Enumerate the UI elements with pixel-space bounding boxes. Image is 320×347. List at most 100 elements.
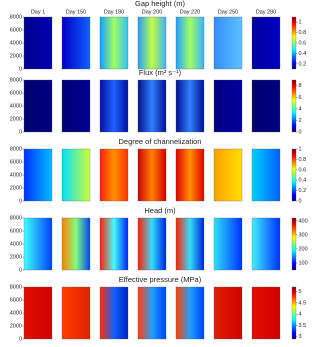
heatmap-panel: [251, 16, 281, 70]
colorbar-tick-label: 4: [299, 106, 302, 112]
colorbar: [291, 217, 297, 271]
heatmap-panel: [23, 79, 53, 133]
heatmap-panel: [99, 217, 129, 271]
panel-title: Flux (m² s⁻¹): [139, 68, 182, 77]
heatmap-panel: [251, 148, 281, 202]
heatmap-panel: [213, 217, 243, 271]
colorbar: [291, 148, 297, 202]
y-tick-label: 2000: [10, 185, 22, 191]
panel-title: Head (m): [144, 206, 176, 215]
column-label: Day 250: [218, 9, 239, 15]
column-label: Day 1: [31, 9, 45, 15]
column-label: Day 280: [256, 9, 277, 15]
y-tick-label: 8000: [10, 284, 22, 290]
y-tick-label: 2000: [10, 254, 22, 260]
heatmap-panel: [99, 148, 129, 202]
colorbar: [291, 16, 297, 70]
heatmap-panel: [251, 217, 281, 271]
heatmap-panel: [61, 79, 91, 133]
y-tick-label: 4000: [10, 241, 22, 247]
colorbar-tick-label: 8: [299, 83, 302, 89]
colorbar-tick-label: 3: [299, 334, 302, 340]
heatmap-panel: [251, 286, 281, 340]
colorbar: [291, 286, 297, 340]
heatmap-panel: [61, 286, 91, 340]
y-tick-label: 0: [19, 66, 22, 72]
colorbar-tick-label: 4: [299, 312, 302, 318]
panel-title: Degree of channelization: [119, 137, 202, 146]
heatmap-panel: [99, 79, 129, 133]
colorbar-tick-label: 0: [299, 129, 302, 135]
heatmap-panel: [137, 79, 167, 133]
heatmap-panel: [23, 16, 53, 70]
heatmap-panel: [175, 286, 205, 340]
heatmap-panel: [213, 148, 243, 202]
heatmap-panel: [137, 16, 167, 70]
heatmap-panel: [137, 217, 167, 271]
y-tick-label: 4000: [10, 103, 22, 109]
y-tick-label: 0: [19, 198, 22, 204]
y-tick-label: 4000: [10, 310, 22, 316]
y-tick-label: 6000: [10, 159, 22, 165]
heatmap-panel: [175, 217, 205, 271]
colorbar-tick-label: 300: [299, 232, 308, 238]
y-tick-label: 8000: [10, 215, 22, 221]
y-tick-label: 8000: [10, 77, 22, 83]
colorbar-tick-label: 3.5: [299, 323, 307, 329]
heatmap-panel: [23, 286, 53, 340]
y-tick-label: 4000: [10, 172, 22, 178]
heatmap-panel: [61, 148, 91, 202]
colorbar-tick-label: 0.8: [299, 157, 307, 163]
colorbar-tick-label: 100: [299, 260, 308, 266]
colorbar: [291, 79, 297, 133]
heatmap-panel: [251, 79, 281, 133]
heatmap-panel: [99, 16, 129, 70]
heatmap-panel: [23, 217, 53, 271]
y-tick-label: 6000: [10, 228, 22, 234]
colorbar-tick-label: 1: [299, 20, 302, 26]
colorbar-tick-label: 0.4: [299, 51, 307, 57]
y-tick-label: 6000: [10, 297, 22, 303]
y-tick-label: 2000: [10, 53, 22, 59]
column-label: Day 180: [104, 9, 125, 15]
colorbar-tick-label: 6: [299, 95, 302, 101]
heatmap-panel: [137, 148, 167, 202]
heatmap-panel: [213, 79, 243, 133]
colorbar-tick-label: 200: [299, 246, 308, 252]
colorbar-tick-label: 1: [299, 146, 302, 152]
heatmap-panel: [23, 148, 53, 202]
colorbar-tick-label: 0.6: [299, 167, 307, 173]
y-tick-label: 2000: [10, 116, 22, 122]
colorbar-tick-label: 5: [299, 289, 302, 295]
y-tick-label: 0: [19, 267, 22, 273]
colorbar-tick-label: 400: [299, 218, 308, 224]
heatmap-panel: [213, 286, 243, 340]
column-label: Day 200: [142, 9, 163, 15]
colorbar-tick-label: 0.2: [299, 188, 307, 194]
heatmap-panel: [175, 148, 205, 202]
heatmap-panel: [61, 16, 91, 70]
panel-title: Effective pressure (MPa): [119, 275, 202, 284]
panel-title: Gap height (m): [135, 0, 186, 8]
heatmap-panel: [213, 16, 243, 70]
colorbar-tick-label: 0.4: [299, 178, 307, 184]
colorbar-tick-label: 0.2: [299, 61, 307, 67]
y-tick-label: 0: [19, 129, 22, 135]
column-label: Day 220: [180, 9, 201, 15]
heatmap-panel: [137, 286, 167, 340]
colorbar-tick-label: 2: [299, 118, 302, 124]
y-tick-label: 8000: [10, 14, 22, 20]
y-tick-label: 6000: [10, 90, 22, 96]
colorbar-tick-label: 0.6: [299, 40, 307, 46]
y-tick-label: 6000: [10, 27, 22, 33]
colorbar-tick-label: 4.5: [299, 300, 307, 306]
colorbar-tick-label: 0.8: [299, 30, 307, 36]
y-tick-label: 8000: [10, 146, 22, 152]
y-tick-label: 0: [19, 336, 22, 342]
heatmap-panel: [61, 217, 91, 271]
heatmap-panel: [175, 79, 205, 133]
column-label: Day 150: [66, 9, 87, 15]
heatmap-panel: [175, 16, 205, 70]
colorbar-tick-label: 0: [299, 198, 302, 204]
